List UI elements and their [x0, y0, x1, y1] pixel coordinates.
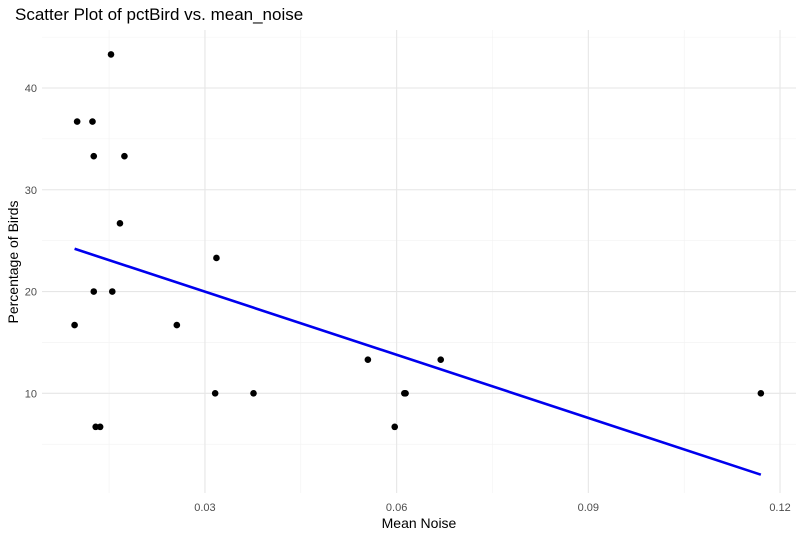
scatter-point: [213, 254, 220, 262]
y-axis-ticks: 10 20 30 40: [25, 83, 37, 400]
chart-title: Scatter Plot of pctBird vs. mean_noise: [15, 5, 303, 24]
major-gridlines: [42, 30, 796, 493]
scatter-point: [757, 389, 765, 397]
scatter-point: [71, 321, 78, 329]
x-axis-label: Mean Noise: [382, 515, 457, 531]
x-axis-ticks: 0.03 0.06 0.09 0.12: [194, 502, 791, 514]
scatter-point: [121, 152, 128, 160]
x-tick-label: 0.09: [578, 502, 599, 514]
minor-gridlines: [42, 30, 796, 493]
x-tick-label: 0.12: [769, 502, 790, 514]
scatter-point: [391, 423, 399, 431]
trend-line: [74, 247, 762, 476]
scatter-point: [250, 389, 257, 397]
scatter-point: [90, 288, 98, 295]
scatter-point: [402, 389, 409, 397]
x-tick-label: 0.06: [386, 502, 407, 514]
scatter-point: [364, 356, 372, 363]
scatter-point: [73, 118, 81, 125]
data-points: [71, 51, 765, 431]
scatter-point: [116, 220, 124, 227]
scatter-point: [437, 356, 445, 363]
scatter-point: [89, 118, 96, 125]
y-axis-label: Percentage of Birds: [5, 201, 21, 324]
scatter-point: [96, 423, 104, 431]
y-tick-label: 10: [25, 388, 37, 400]
x-tick-label: 0.03: [194, 502, 215, 514]
trend-line-layer: [74, 247, 762, 476]
scatter-point: [107, 51, 115, 58]
y-tick-label: 40: [25, 83, 37, 95]
scatter-point: [211, 389, 219, 397]
scatter-point: [90, 152, 98, 160]
scatter-point: [173, 321, 181, 329]
y-tick-label: 30: [25, 185, 37, 197]
scatter-point: [108, 288, 116, 295]
y-tick-label: 20: [25, 287, 37, 299]
